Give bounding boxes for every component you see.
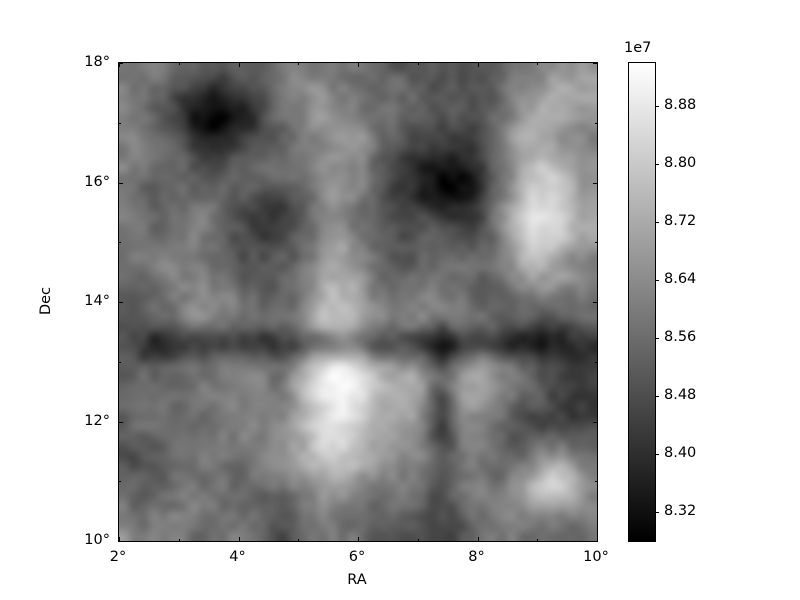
y-tick-minor — [595, 242, 597, 244]
x-tick-major — [358, 537, 359, 541]
colorbar-tick-label: 8.88 — [664, 97, 697, 114]
colorbar-tick — [655, 280, 659, 282]
y-tick-major — [119, 63, 123, 64]
x-tick-label: 8° — [468, 549, 485, 565]
colorbar-tick — [655, 338, 659, 340]
y-tick-label: 12° — [84, 412, 110, 429]
y-tick-major — [119, 421, 123, 423]
x-tick-label: 10° — [583, 549, 609, 565]
x-tick-label: 4° — [229, 549, 246, 565]
heatmap-image[interactable] — [119, 63, 597, 541]
colorbar-tick — [655, 222, 659, 224]
y-tick-major — [593, 421, 597, 423]
y-tick-major — [593, 63, 597, 64]
y-tick-label: 18° — [84, 53, 110, 70]
colorbar-gradient — [629, 63, 655, 541]
x-tick-minor — [298, 63, 300, 65]
y-tick-minor — [595, 481, 597, 483]
colorbar-tick-label: 8.40 — [664, 444, 697, 461]
y-axis-label: Dec — [38, 286, 54, 316]
x-tick-major — [477, 537, 479, 541]
x-tick-major — [358, 63, 359, 67]
x-tick-major — [477, 63, 479, 67]
y-tick-major — [593, 541, 597, 542]
x-tick-label: 2° — [109, 549, 127, 565]
x-tick-minor — [417, 63, 419, 65]
colorbar-tick-label: 8.56 — [664, 328, 697, 345]
colorbar[interactable] — [628, 62, 659, 542]
x-tick-label: 6° — [348, 549, 366, 565]
x-tick-minor — [298, 539, 300, 541]
y-tick-minor — [119, 242, 121, 244]
x-tick-minor — [537, 63, 539, 65]
y-tick-minor — [119, 361, 121, 363]
x-tick-major — [238, 63, 240, 67]
y-tick-label: 10° — [84, 531, 110, 548]
sky-map-axes[interactable] — [118, 62, 598, 542]
y-tick-major — [593, 302, 597, 303]
y-tick-label: 16° — [84, 173, 110, 190]
x-tick-major — [119, 63, 120, 67]
x-tick-minor — [417, 539, 419, 541]
x-tick-major — [597, 63, 598, 67]
x-tick-major — [238, 537, 240, 541]
y-tick-minor — [595, 122, 597, 124]
colorbar-tick-label: 8.72 — [664, 213, 697, 230]
colorbar-tick-label: 8.64 — [664, 271, 697, 288]
x-tick-minor — [178, 63, 180, 65]
x-axis-label: RA — [347, 572, 367, 588]
y-tick-major — [593, 182, 597, 184]
y-tick-major — [119, 541, 123, 542]
y-tick-minor — [119, 122, 121, 124]
x-tick-major — [597, 537, 598, 541]
y-tick-major — [119, 302, 123, 303]
y-tick-major — [119, 182, 123, 184]
y-tick-minor — [119, 481, 121, 483]
colorbar-tick-label: 8.48 — [664, 386, 697, 403]
colorbar-offset-text: 1e7 — [624, 40, 652, 56]
x-tick-minor — [178, 539, 180, 541]
colorbar-tick — [655, 164, 659, 166]
x-tick-minor — [537, 539, 539, 541]
colorbar-tick — [655, 106, 659, 108]
colorbar-tick — [655, 512, 659, 514]
y-tick-minor — [595, 361, 597, 363]
colorbar-tick-label: 8.32 — [664, 502, 697, 519]
colorbar-tick — [655, 396, 659, 398]
colorbar-tick-label: 8.80 — [664, 155, 697, 172]
colorbar-tick — [655, 454, 659, 456]
y-tick-label: 14° — [84, 292, 110, 309]
x-tick-major — [119, 537, 120, 541]
